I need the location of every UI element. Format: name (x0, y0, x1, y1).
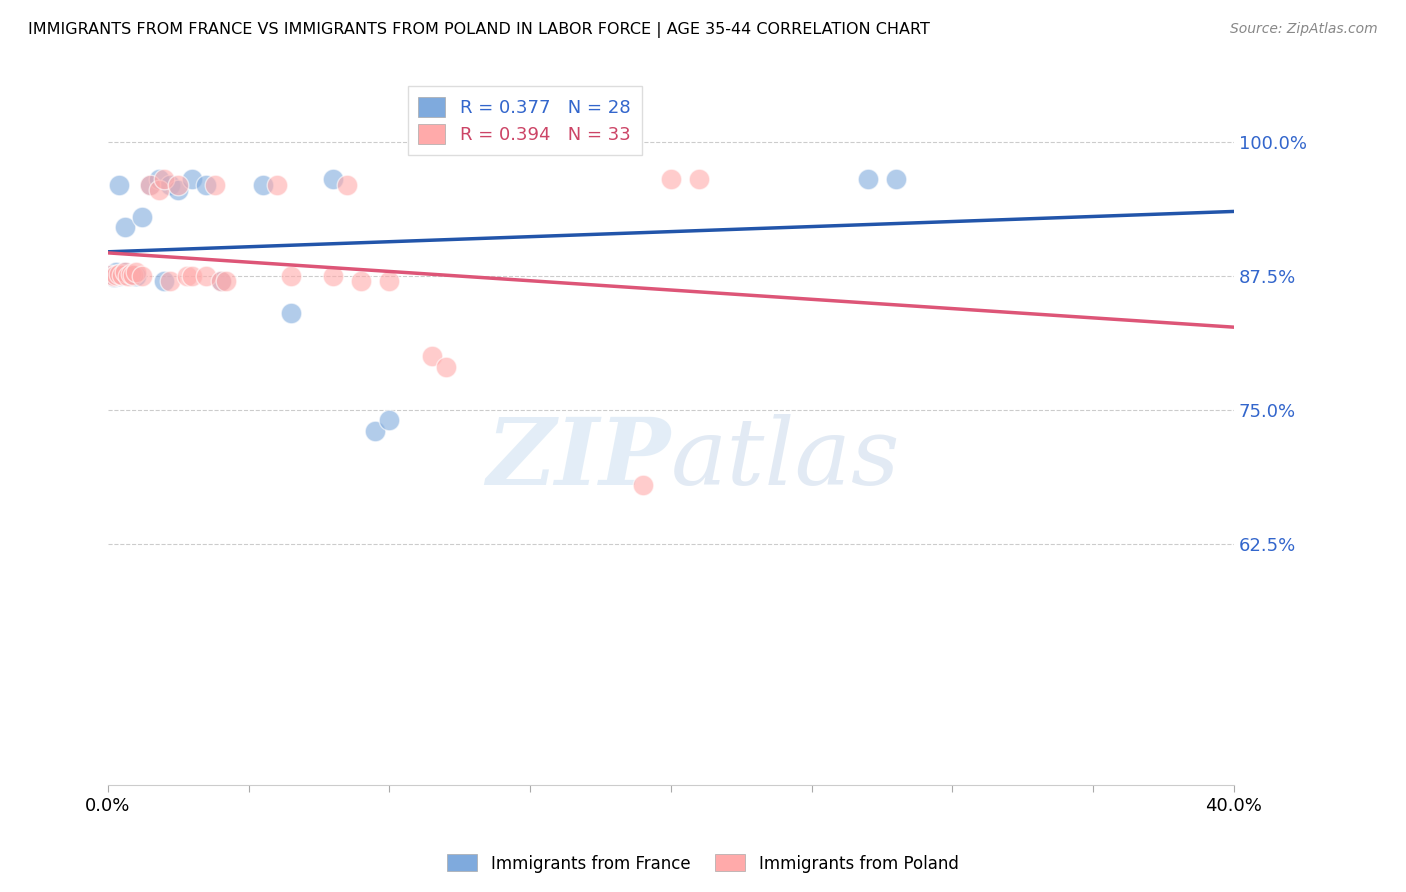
Point (195, 268, 218, 283)
Point (105, 265, 128, 279)
Point (131, 268, 153, 283)
Point (350, 274, 373, 288)
Point (280, 306, 302, 320)
Point (100, 268, 122, 282)
Point (117, 268, 139, 283)
Point (148, 183, 170, 197)
Text: Source: ZipAtlas.com: Source: ZipAtlas.com (1230, 22, 1378, 37)
Point (159, 178, 181, 192)
Legend: Immigrants from France, Immigrants from Poland: Immigrants from France, Immigrants from … (440, 847, 966, 880)
Point (167, 183, 190, 197)
Point (117, 267, 139, 281)
Point (122, 268, 145, 282)
Point (108, 267, 131, 281)
Point (252, 178, 274, 192)
Point (266, 178, 288, 192)
Point (884, 172, 907, 186)
Point (280, 268, 302, 283)
Point (125, 268, 148, 283)
Point (105, 268, 128, 282)
Point (181, 172, 204, 186)
Point (103, 268, 125, 283)
Point (688, 172, 710, 186)
Point (159, 274, 181, 288)
Point (167, 178, 190, 192)
Point (108, 178, 131, 192)
Point (856, 172, 879, 186)
Point (378, 413, 401, 427)
Point (195, 178, 218, 192)
Point (111, 268, 134, 282)
Point (120, 268, 142, 282)
Point (114, 265, 136, 279)
Point (322, 268, 344, 283)
Point (114, 265, 136, 279)
Point (114, 220, 136, 235)
Point (420, 349, 443, 363)
Point (336, 178, 359, 192)
Point (209, 274, 232, 288)
Point (181, 268, 204, 283)
Point (139, 178, 162, 192)
Point (103, 269, 125, 284)
Point (659, 172, 682, 186)
Point (204, 178, 226, 192)
Point (131, 210, 153, 224)
Point (148, 172, 170, 186)
Point (322, 172, 344, 186)
Point (111, 268, 134, 282)
Legend: R = 0.377   N = 28, R = 0.394   N = 33: R = 0.377 N = 28, R = 0.394 N = 33 (408, 87, 641, 155)
Point (434, 359, 457, 374)
Point (125, 265, 148, 279)
Text: IMMIGRANTS FROM FRANCE VS IMMIGRANTS FROM POLAND IN LABOR FORCE | AGE 35-44 CORR: IMMIGRANTS FROM FRANCE VS IMMIGRANTS FRO… (28, 22, 929, 38)
Point (153, 172, 176, 186)
Text: ZIP: ZIP (486, 415, 671, 504)
Point (378, 274, 401, 288)
Point (120, 267, 142, 281)
Point (153, 274, 176, 288)
Point (364, 424, 387, 438)
Point (122, 268, 145, 283)
Point (108, 268, 131, 283)
Point (100, 268, 122, 282)
Text: atlas: atlas (671, 415, 900, 504)
Point (215, 274, 238, 288)
Point (631, 477, 654, 491)
Point (209, 274, 232, 288)
Point (176, 268, 198, 283)
Point (139, 178, 162, 192)
